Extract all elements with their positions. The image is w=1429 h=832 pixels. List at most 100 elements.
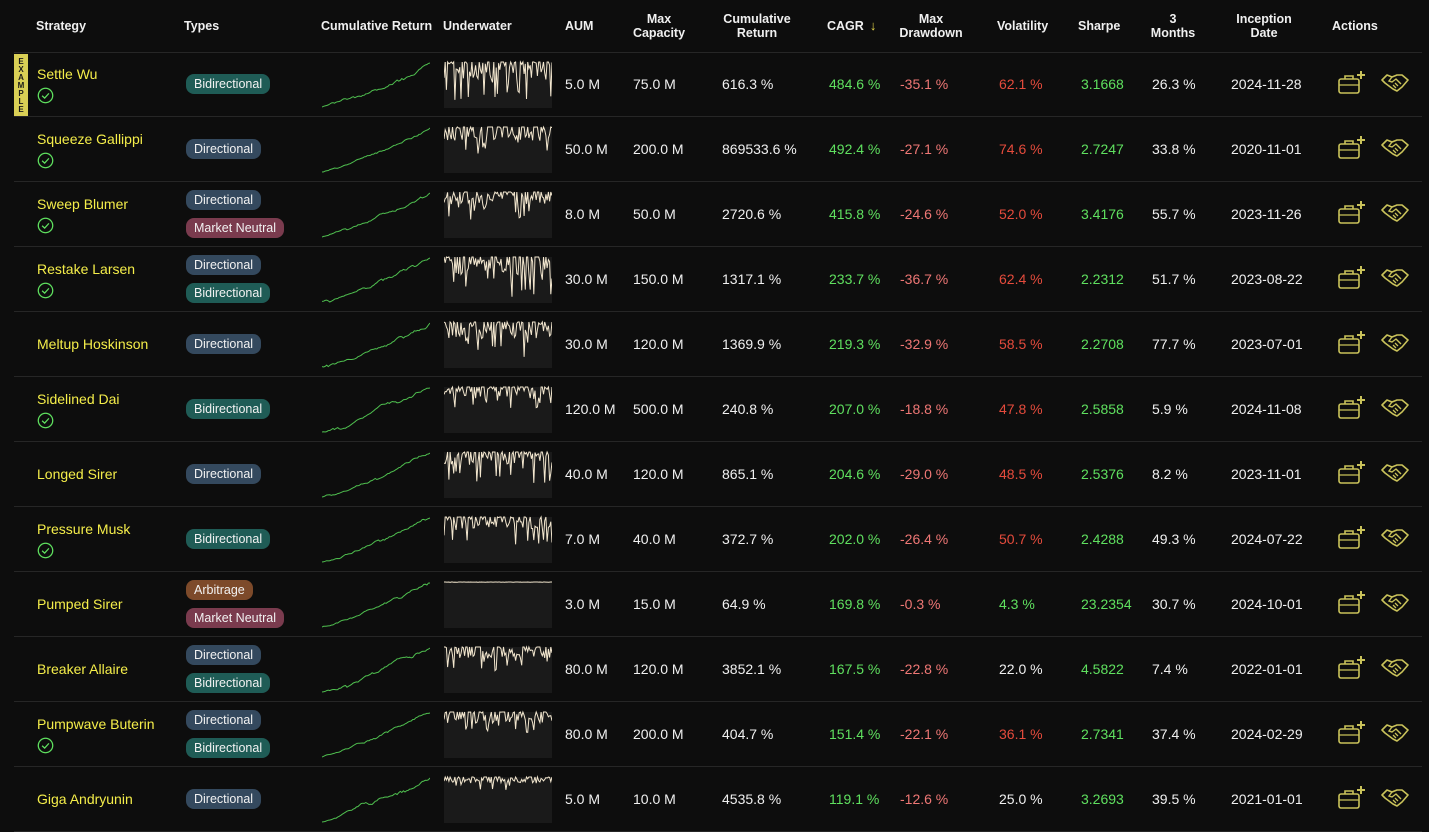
col-types-label: Types	[184, 19, 220, 33]
three-months-value: 8.2 %	[1152, 466, 1188, 482]
aum-value: 50.0 M	[565, 141, 608, 157]
table-row[interactable]: Sweep Blumer Directional Market Neutral 8.0…	[14, 182, 1422, 247]
briefcase-plus-icon[interactable]	[1337, 198, 1367, 228]
three-months-value: 30.7 %	[1152, 596, 1196, 612]
sharpe-value: 2.2708	[1081, 336, 1124, 352]
col-cumulative-return[interactable]: Cumulative Return	[717, 0, 797, 52]
handshake-icon[interactable]	[1380, 393, 1410, 423]
strategy-name-link[interactable]: Sweep Blumer	[37, 195, 129, 212]
cagr-value: 492.4 %	[829, 141, 881, 157]
col-cagr[interactable]: CAGR ↓	[827, 0, 876, 52]
col-max-drawdown-line2: Drawdown	[899, 26, 963, 40]
table-row[interactable]: Pumpwave Buterin Directional Bidirectional…	[14, 702, 1422, 767]
strategy-name-link[interactable]: Pumpwave Buterin	[37, 715, 155, 732]
strategy-cell: Squeeze Gallippi	[37, 117, 187, 181]
briefcase-plus-icon[interactable]	[1337, 718, 1367, 748]
col-max-drawdown[interactable]: Max Drawdown	[891, 0, 971, 52]
table-row[interactable]: Sidelined Dai Bidirectional 120.0 M 500.0 M…	[14, 377, 1422, 442]
table-row[interactable]: Pressure Musk Bidirectional 7.0 M 40.0 M 372…	[14, 507, 1422, 572]
table-row[interactable]: Restake Larsen Directional Bidirectional 30…	[14, 247, 1422, 312]
table-row[interactable]: EXAMPLE Settle Wu Bidirectional 5.0 M 75.0 M…	[14, 52, 1422, 117]
strategy-name-link[interactable]: Squeeze Gallippi	[37, 130, 143, 147]
strategy-name-link[interactable]: Settle Wu	[37, 65, 98, 82]
cumulative-return-sparkline	[321, 580, 431, 630]
briefcase-plus-icon[interactable]	[1337, 393, 1367, 423]
handshake-icon[interactable]	[1380, 653, 1410, 683]
col-types[interactable]: Types	[184, 0, 219, 52]
cagr-value: 484.6 %	[829, 76, 881, 92]
cumulative-return-sparkline	[321, 255, 431, 305]
col-volatility[interactable]: Volatility	[997, 0, 1048, 52]
strategy-cell: Meltup Hoskinson	[37, 312, 187, 376]
handshake-icon[interactable]	[1380, 68, 1410, 98]
col-sharpe[interactable]: Sharpe	[1078, 0, 1120, 52]
type-badge: Directional	[186, 789, 262, 809]
briefcase-plus-icon[interactable]	[1337, 653, 1367, 683]
handshake-icon[interactable]	[1380, 133, 1410, 163]
strategy-name-link[interactable]: Breaker Allaire	[37, 661, 129, 677]
col-max-capacity[interactable]: Max Capacity	[620, 0, 698, 52]
table-row[interactable]: Longed Sirer Directional 40.0 M 120.0 M 865.…	[14, 442, 1422, 507]
inception-date-value: 2024-10-01	[1231, 596, 1303, 612]
handshake-icon[interactable]	[1380, 718, 1410, 748]
volatility-value: 47.8 %	[999, 401, 1043, 417]
sharpe-value: 2.5858	[1081, 401, 1124, 417]
type-badge: Directional	[186, 645, 262, 665]
col-inception-date[interactable]: Inception Date	[1226, 0, 1302, 52]
table-row[interactable]: Squeeze Gallippi Directional 50.0 M 200.0 M…	[14, 117, 1422, 182]
col-3-months[interactable]: 3 Months	[1148, 0, 1198, 52]
strategy-name-link[interactable]: Pressure Musk	[37, 520, 131, 537]
col-strategy-label: Strategy	[36, 19, 87, 33]
handshake-icon[interactable]	[1380, 198, 1410, 228]
max-capacity-value: 75.0 M	[633, 76, 676, 92]
briefcase-plus-icon[interactable]	[1337, 68, 1367, 98]
briefcase-plus-icon[interactable]	[1337, 328, 1367, 358]
handshake-icon[interactable]	[1380, 458, 1410, 488]
cagr-value: 233.7 %	[829, 271, 881, 287]
briefcase-plus-icon[interactable]	[1337, 263, 1367, 293]
sharpe-value: 2.7247	[1081, 141, 1124, 157]
strategy-name-link[interactable]: Sidelined Dai	[37, 390, 120, 407]
type-badge: Market Neutral	[186, 218, 284, 238]
table-row[interactable]: Giga Andryunin Directional 5.0 M 10.0 M 4535…	[14, 767, 1422, 832]
handshake-icon[interactable]	[1380, 328, 1410, 358]
handshake-icon[interactable]	[1380, 523, 1410, 553]
max-drawdown-value: -12.6 %	[900, 791, 949, 807]
handshake-icon[interactable]	[1380, 588, 1410, 618]
table-row[interactable]: Pumped Sirer Arbitrage Market Neutral 3.0 M…	[14, 572, 1422, 637]
col-max-drawdown-line1: Max	[918, 12, 944, 26]
strategy-name-link[interactable]: Longed Sirer	[37, 466, 118, 482]
col-cumulative-chart: Cumulative Return	[321, 0, 432, 52]
strategy-name-link[interactable]: Meltup Hoskinson	[37, 336, 149, 352]
cumulative-return-sparkline	[321, 60, 431, 110]
col-strategy[interactable]: Strategy	[36, 0, 86, 52]
briefcase-plus-icon[interactable]	[1337, 133, 1367, 163]
max-capacity-value: 120.0 M	[633, 661, 684, 677]
underwater-chart	[443, 710, 553, 760]
types-cell: Directional Bidirectional	[186, 637, 271, 701]
underwater-chart	[443, 60, 553, 110]
sharpe-value: 4.5822	[1081, 661, 1124, 677]
handshake-icon[interactable]	[1380, 783, 1410, 813]
col-aum[interactable]: AUM	[565, 0, 593, 52]
table-row[interactable]: Meltup Hoskinson Directional 30.0 M 120.0 M…	[14, 312, 1422, 377]
underwater-chart	[443, 255, 553, 305]
table-row[interactable]: Breaker Allaire Directional Bidirectional 8…	[14, 637, 1422, 702]
briefcase-plus-icon[interactable]	[1337, 458, 1367, 488]
handshake-icon[interactable]	[1380, 263, 1410, 293]
briefcase-plus-icon[interactable]	[1337, 783, 1367, 813]
cagr-value: 167.5 %	[829, 661, 881, 677]
strategy-name-link[interactable]: Restake Larsen	[37, 260, 136, 277]
sharpe-value: 2.2312	[1081, 271, 1124, 287]
volatility-value: 50.7 %	[999, 531, 1043, 547]
strategy-name-link[interactable]: Giga Andryunin	[37, 791, 133, 807]
briefcase-plus-icon[interactable]	[1337, 523, 1367, 553]
types-cell: Directional	[186, 117, 262, 181]
col-cumulative-return-line1: Cumulative	[723, 12, 791, 26]
table-header: Strategy Types Cumulative Return Underwa…	[14, 0, 1422, 53]
volatility-value: 62.4 %	[999, 271, 1043, 287]
briefcase-plus-icon[interactable]	[1337, 588, 1367, 618]
strategy-name-link[interactable]: Pumped Sirer	[37, 596, 123, 612]
type-badge: Market Neutral	[186, 608, 284, 628]
